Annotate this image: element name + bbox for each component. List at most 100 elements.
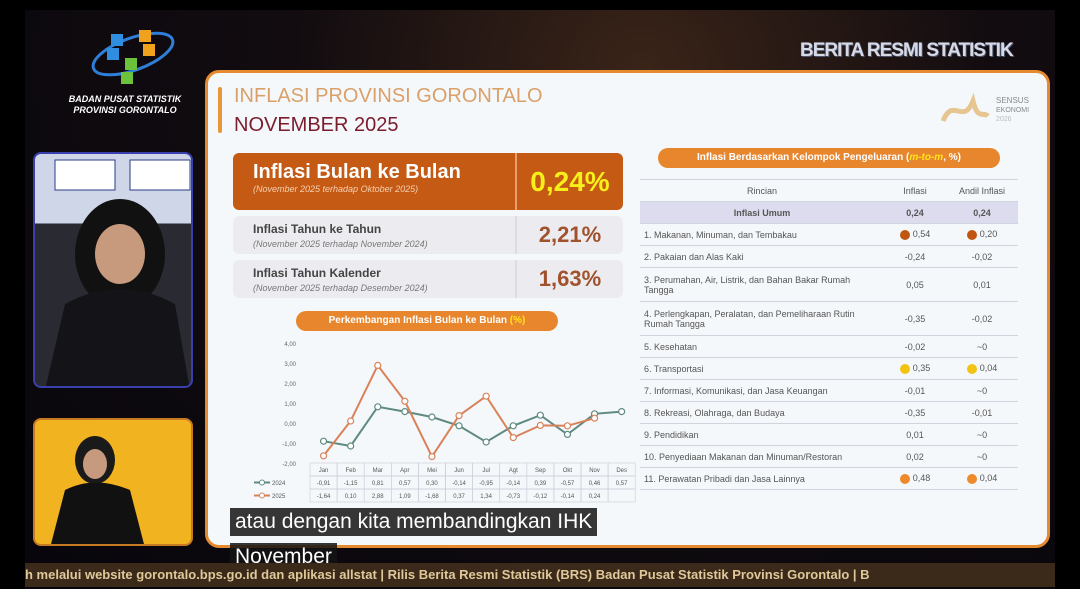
data-point-2024 <box>509 422 517 430</box>
data-label: -0,14 <box>561 494 575 500</box>
legend-marker-2025 <box>259 492 265 499</box>
row-label: 1. Makanan, Minuman, dan Tembakau <box>640 223 884 246</box>
row-andil: 0,01 <box>946 267 1018 302</box>
slide-title: INFLASI PROVINSI GORONTALO <box>234 85 543 107</box>
card-label: Inflasi Bulan ke Bulan <box>253 161 461 183</box>
program-title: BERITA RESMI STATISTIK <box>800 40 1014 61</box>
y-tick-label: 1,00 <box>284 402 296 408</box>
row-label: 11. Perawatan Pribadi dan Jasa Lainnya <box>640 467 884 490</box>
data-label: 2,88 <box>372 494 384 500</box>
x-tick-label: Mar <box>373 468 383 474</box>
andil-value: 0,01 <box>973 279 991 290</box>
table-row: 5. Kesehatan -0,02 ~0 <box>640 335 1018 358</box>
data-point-2024 <box>482 438 490 446</box>
card-note: (November 2025 terhadap November 2024) <box>253 239 428 249</box>
presenter-figure <box>45 159 191 386</box>
x-tick-label: Nov <box>589 468 600 474</box>
row-andil: -0,02 <box>946 301 1018 336</box>
data-label: 1,09 <box>399 494 411 500</box>
news-ticker: h melalui website gorontalo.bps.go.id da… <box>25 563 1055 587</box>
data-point-2024 <box>319 437 328 445</box>
y-tick-label: -1,00 <box>282 442 296 448</box>
y-tick-label: 4,00 <box>284 342 296 348</box>
data-label: -0,12 <box>534 494 548 500</box>
data-point-2024 <box>428 413 436 421</box>
title-accent <box>218 87 222 133</box>
row-label: 5. Kesehatan <box>640 335 884 358</box>
x-tick-label: Mei <box>427 468 437 474</box>
x-tick-label: Jun <box>454 468 464 474</box>
slide-panel: INFLASI PROVINSI GORONTALO NOVEMBER 2025… <box>205 70 1050 548</box>
inflasi-value: -0,35 <box>904 313 926 324</box>
data-label: 0,37 <box>453 494 465 500</box>
inflasi-value: 0,54 <box>912 229 931 240</box>
andil-value: -0,02 <box>971 313 993 324</box>
row-inflasi: 0,35 <box>884 357 946 380</box>
inflasi-value: -0,24 <box>904 251 926 262</box>
data-point-2024 <box>536 411 544 419</box>
data-point-2025 <box>347 417 355 425</box>
andil-value: 0,04 <box>979 473 998 484</box>
data-point-2025 <box>401 397 409 405</box>
card-note: (November 2025 terhadap Oktober 2025) <box>253 184 419 194</box>
x-tick-label: Okt <box>563 468 573 474</box>
data-point-2024 <box>618 407 626 416</box>
table-title: Inflasi Berdasarkan Kelompok Pengeluaran… <box>658 148 1000 168</box>
row-inflasi: 0,05 <box>884 267 946 302</box>
row-inflasi: 0,02 <box>884 445 946 468</box>
data-point-2025 <box>319 452 328 460</box>
row-inflasi: 0,24 <box>884 201 946 224</box>
highlight-dot-icon <box>966 229 977 240</box>
data-label: 0,30 <box>426 481 438 487</box>
row-label: 3. Perumahan, Air, Listrik, dan Bahan Ba… <box>640 267 884 302</box>
table-row: 3. Perumahan, Air, Listrik, dan Bahan Ba… <box>640 267 1018 302</box>
row-label: 7. Informasi, Komunikasi, dan Jasa Keuan… <box>640 379 884 402</box>
table-title-end: , %) <box>943 152 961 163</box>
x-tick-label: Jan <box>319 468 329 474</box>
inflation-line-chart: 4,00 3,00 2,00 1,00 0,00 -1,00 -2,00 Jan Feb Mar A… <box>254 342 636 503</box>
y-tick-label: 2,00 <box>284 382 296 388</box>
x-tick-label: Sep <box>535 468 546 474</box>
data-label: -0,91 <box>317 481 331 487</box>
row-inflasi: -0,02 <box>884 335 946 358</box>
inflasi-value: -0,01 <box>904 385 926 396</box>
card-label: Inflasi Tahun ke Tahun <box>253 222 382 236</box>
row-andil: 0,04 <box>946 467 1018 490</box>
data-label: 0,81 <box>372 481 384 487</box>
andil-value: ~0 <box>976 451 988 462</box>
row-inflasi: 0,48 <box>884 467 946 490</box>
row-inflasi: 0,54 <box>884 223 946 246</box>
legend-label: 2024 <box>272 481 286 487</box>
svg-text:EKONOMI: EKONOMI <box>996 107 1029 114</box>
inflasi-value: 0,01 <box>906 429 924 440</box>
slide-subtitle: NOVEMBER 2025 <box>234 114 399 136</box>
row-inflasi: -0,35 <box>884 401 946 424</box>
data-label: 0,46 <box>589 481 601 487</box>
inflasi-value: 0,48 <box>912 473 931 484</box>
andil-value: 0,20 <box>979 229 998 240</box>
andil-value: 0,24 <box>973 207 991 218</box>
series-line-2024 <box>323 405 622 448</box>
andil-value: -0,01 <box>971 407 993 418</box>
table-header-row: Rincian Inflasi Andil Inflasi <box>640 179 1018 202</box>
x-tick-label: Apr <box>400 468 409 474</box>
header-inflasi: Inflasi <box>884 179 946 202</box>
highlight-dot-icon <box>966 473 977 484</box>
table-row: Inflasi Umum 0,24 0,24 <box>640 201 1018 224</box>
series-line-2025 <box>322 363 595 459</box>
data-point-2024 <box>563 430 572 439</box>
data-label: -0,14 <box>506 481 520 487</box>
x-tick-label: Agt <box>509 468 518 474</box>
table-row: 11. Perawatan Pribadi dan Jasa Lainnya 0,… <box>640 467 1018 490</box>
row-inflasi: -0,35 <box>884 301 946 336</box>
data-label: 0,39 <box>535 481 547 487</box>
data-point-2024 <box>455 422 463 430</box>
caption-line-1: atau dengan kita membandingkan IHK <box>230 508 598 536</box>
inflation-by-group-table: Rincian Inflasi Andil Inflasi Inflasi Umum 0… <box>640 179 1018 490</box>
y-tick-label: 0,00 <box>284 422 296 428</box>
inflasi-value: -0,35 <box>904 407 926 418</box>
row-andil: ~0 <box>946 423 1018 446</box>
row-label: 2. Pakaian dan Alas Kaki <box>640 245 884 268</box>
legend-marker-2024 <box>259 479 265 486</box>
row-andil: 0,20 <box>946 223 1018 246</box>
